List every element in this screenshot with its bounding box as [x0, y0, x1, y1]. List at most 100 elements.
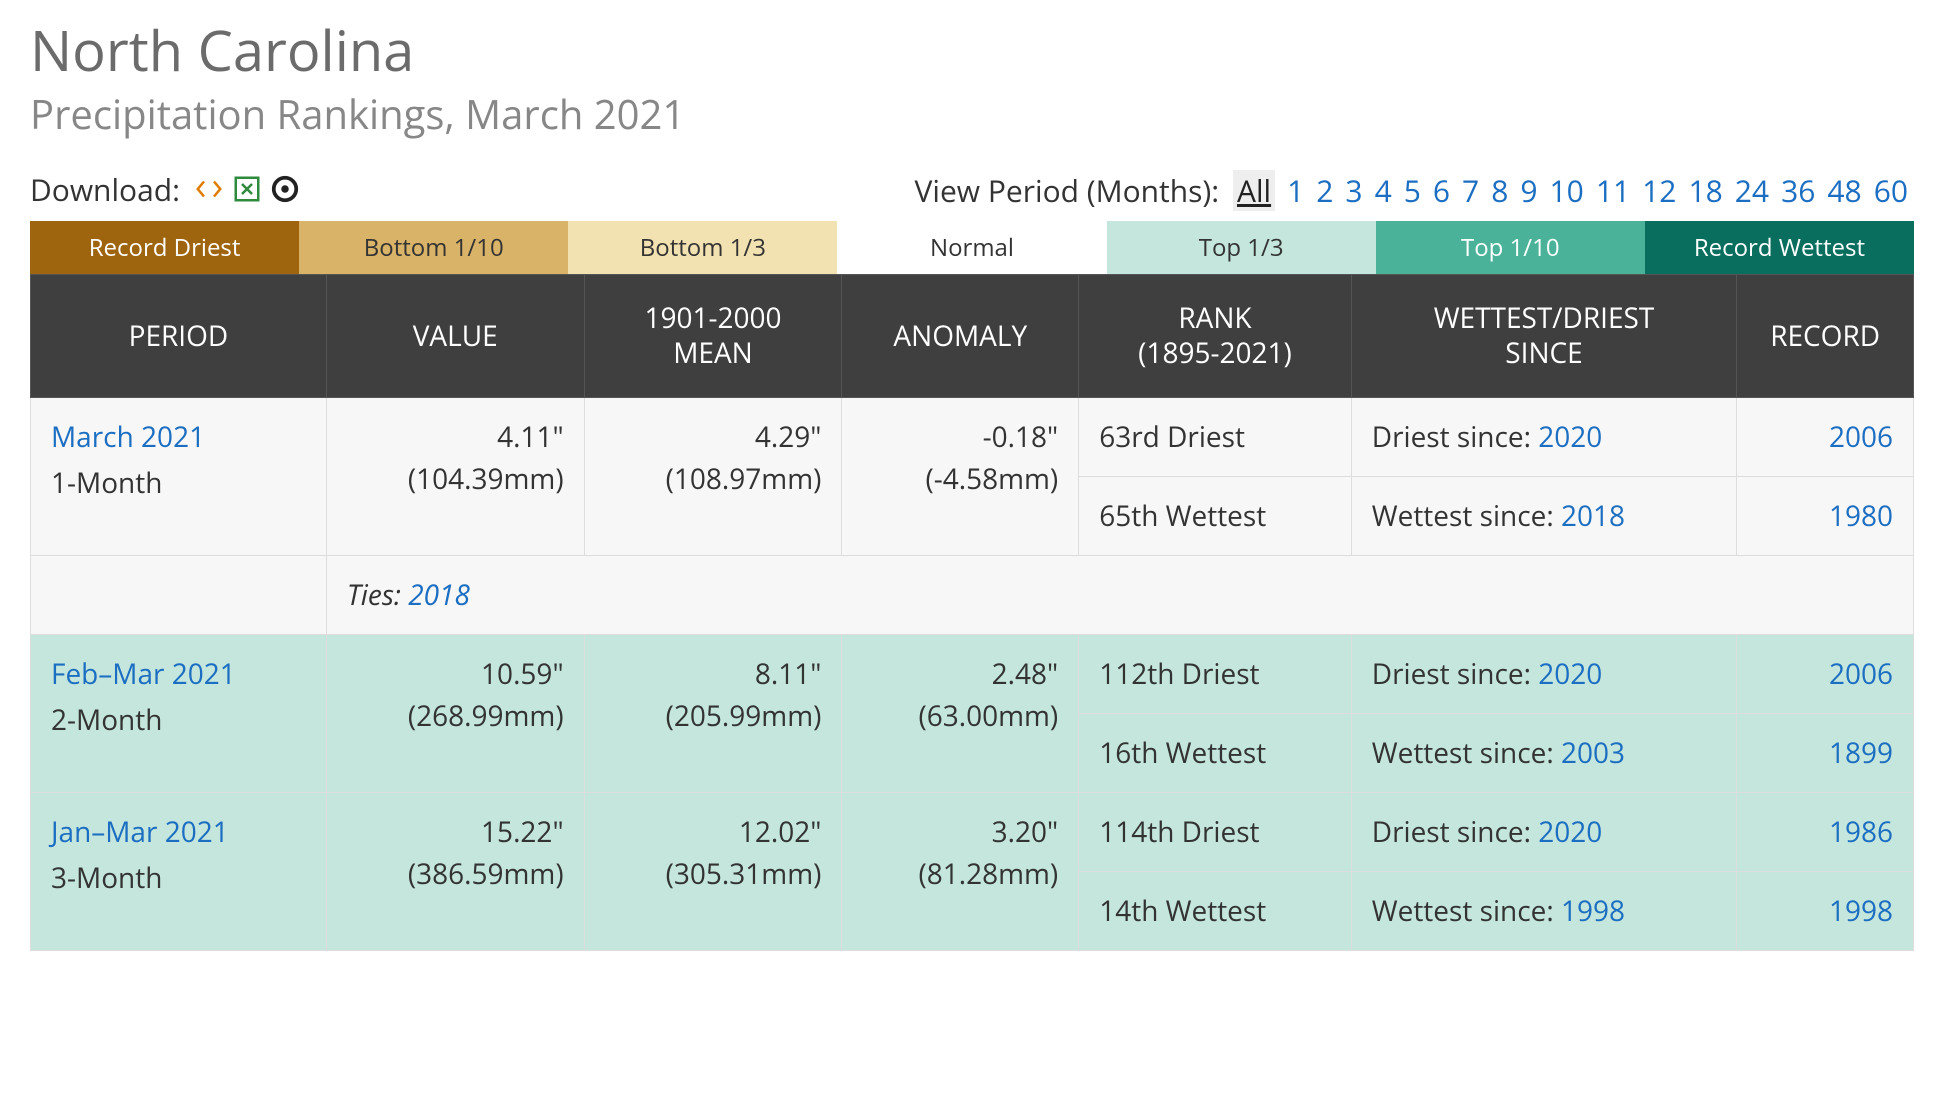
table-column-header: PERIOD	[31, 275, 327, 398]
view-period-option[interactable]: 18	[1688, 170, 1722, 211]
view-period-options: All1234567891011121824364860	[1227, 170, 1914, 211]
view-period-option[interactable]: 24	[1735, 170, 1769, 211]
record-year-link[interactable]: 2006	[1829, 418, 1893, 456]
download-block: Download:	[30, 169, 300, 213]
since-cell: Driest since: 2020	[1351, 398, 1737, 477]
table-row: March 20211-Month4.11"(104.39mm)4.29"(10…	[31, 398, 1914, 477]
download-json-icon[interactable]	[270, 172, 300, 213]
ties-label: Ties:	[347, 576, 401, 614]
page-subtitle: Precipitation Rankings, March 2021	[30, 86, 1914, 141]
download-icons	[194, 172, 300, 213]
record-year-link[interactable]: 2006	[1829, 655, 1893, 693]
view-period-option[interactable]: 60	[1874, 170, 1908, 211]
ties-year-link[interactable]: 2018	[408, 576, 470, 614]
table-row: Jan–Mar 20213-Month15.22"(386.59mm)12.02…	[31, 793, 1914, 872]
legend-item: Bottom 1/3	[568, 221, 837, 274]
period-label: 2-Month	[51, 699, 306, 741]
table-column-header: ANOMALY	[842, 275, 1079, 398]
ties-spacer	[31, 556, 327, 635]
legend-item: Top 1/10	[1376, 221, 1645, 274]
value-cell: -0.18"(-4.58mm)	[842, 398, 1079, 556]
period-cell: March 2021 1-Month	[31, 398, 327, 556]
since-cell: Driest since: 2020	[1351, 635, 1737, 714]
since-cell: Driest since: 2020	[1351, 793, 1737, 872]
period-cell: Jan–Mar 2021 3-Month	[31, 793, 327, 951]
view-period-option[interactable]: 1	[1287, 170, 1304, 211]
since-year-link[interactable]: 1998	[1561, 892, 1625, 930]
period-link[interactable]: March 2021	[51, 418, 205, 456]
rank-cell: 16th Wettest	[1079, 714, 1352, 793]
view-period-option[interactable]: 36	[1781, 170, 1815, 211]
table-column-header: 1901-2000MEAN	[584, 275, 842, 398]
record-year-link[interactable]: 1986	[1829, 813, 1893, 851]
record-year-link[interactable]: 1899	[1829, 734, 1893, 772]
legend-item: Bottom 1/10	[299, 221, 568, 274]
view-period-option[interactable]: 48	[1827, 170, 1861, 211]
view-period-option[interactable]: 3	[1345, 170, 1362, 211]
value-cell: 12.02"(305.31mm)	[584, 793, 842, 951]
record-cell: 1980	[1737, 477, 1914, 556]
table-column-header: VALUE	[326, 275, 584, 398]
record-year-link[interactable]: 1980	[1829, 497, 1893, 535]
period-label: 1-Month	[51, 462, 306, 504]
since-year-link[interactable]: 2020	[1538, 813, 1602, 851]
download-xls-icon[interactable]	[232, 172, 262, 213]
view-period-option[interactable]: 7	[1462, 170, 1479, 211]
legend-bar: Record DriestBottom 1/10Bottom 1/3Normal…	[30, 221, 1914, 274]
value-cell: 4.11"(104.39mm)	[326, 398, 584, 556]
table-row: Feb–Mar 20212-Month10.59"(268.99mm)8.11"…	[31, 635, 1914, 714]
since-year-link[interactable]: 2020	[1538, 655, 1602, 693]
view-period-option[interactable]: 4	[1375, 170, 1392, 211]
view-period-option[interactable]: 11	[1596, 170, 1630, 211]
since-year-link[interactable]: 2020	[1538, 418, 1602, 456]
download-label: Download:	[30, 169, 180, 210]
rank-cell: 14th Wettest	[1079, 872, 1352, 951]
view-period-option[interactable]: 12	[1642, 170, 1676, 211]
period-link[interactable]: Feb–Mar 2021	[51, 655, 236, 693]
period-label: 3-Month	[51, 857, 306, 899]
since-year-link[interactable]: 2003	[1561, 734, 1625, 772]
download-xml-icon[interactable]	[194, 172, 224, 213]
value-cell: 15.22"(386.59mm)	[326, 793, 584, 951]
view-period-option[interactable]: 2	[1316, 170, 1333, 211]
table-column-header: RANK(1895-2021)	[1079, 275, 1352, 398]
value-cell: 10.59"(268.99mm)	[326, 635, 584, 793]
table-column-header: WETTEST/DRIESTSINCE	[1351, 275, 1737, 398]
rank-cell: 65th Wettest	[1079, 477, 1352, 556]
since-cell: Wettest since: 1998	[1351, 872, 1737, 951]
legend-item: Top 1/3	[1107, 221, 1376, 274]
value-cell: 2.48"(63.00mm)	[842, 635, 1079, 793]
table-header-row: PERIODVALUE1901-2000MEANANOMALYRANK(1895…	[31, 275, 1914, 398]
record-cell: 2006	[1737, 398, 1914, 477]
table-body: March 2021 1-Month 4.11"(104.39mm)4.29"(10…	[31, 398, 1914, 951]
since-cell: Wettest since: 2018	[1351, 477, 1737, 556]
ties-cell: Ties: 2018	[326, 556, 1913, 635]
period-link[interactable]: Jan–Mar 2021	[51, 813, 229, 851]
view-period-option[interactable]: 5	[1404, 170, 1421, 211]
value-cell: 4.29"(108.97mm)	[584, 398, 842, 556]
value-cell: 8.11"(205.99mm)	[584, 635, 842, 793]
view-period-label: View Period (Months):	[915, 170, 1220, 211]
record-cell: 1998	[1737, 872, 1914, 951]
view-period-option[interactable]: 6	[1433, 170, 1450, 211]
record-cell: 1986	[1737, 793, 1914, 872]
legend-item: Record Driest	[30, 221, 299, 274]
record-year-link[interactable]: 1998	[1829, 892, 1893, 930]
view-period-option[interactable]: 8	[1491, 170, 1508, 211]
since-cell: Wettest since: 2003	[1351, 714, 1737, 793]
table-column-header: RECORD	[1737, 275, 1914, 398]
rank-cell: 114th Driest	[1079, 793, 1352, 872]
view-period-option[interactable]: 10	[1550, 170, 1584, 211]
rank-cell: 63rd Driest	[1079, 398, 1352, 477]
view-period: View Period (Months): All123456789101112…	[915, 170, 1915, 211]
legend-item: Normal	[837, 221, 1106, 274]
since-year-link[interactable]: 2018	[1561, 497, 1625, 535]
record-cell: 2006	[1737, 635, 1914, 714]
rankings-table: PERIODVALUE1901-2000MEANANOMALYRANK(1895…	[30, 274, 1914, 951]
period-cell: Feb–Mar 2021 2-Month	[31, 635, 327, 793]
record-cell: 1899	[1737, 714, 1914, 793]
legend-item: Record Wettest	[1645, 221, 1914, 274]
view-period-option[interactable]: 9	[1520, 170, 1537, 211]
view-period-option[interactable]: All	[1233, 170, 1275, 211]
toolbar: Download: View Period (Months): All12345…	[30, 169, 1914, 213]
